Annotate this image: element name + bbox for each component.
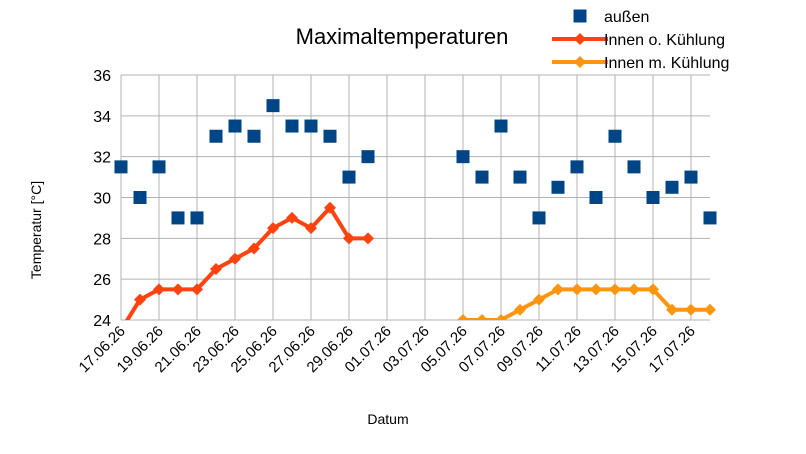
data-point bbox=[514, 303, 526, 316]
series-innen-o-kühlung bbox=[124, 201, 374, 320]
data-point bbox=[589, 191, 603, 204]
axes bbox=[120, 75, 710, 321]
data-point bbox=[476, 314, 488, 320]
legend: außen Innen o. Kühlung Innen m. Kühlung bbox=[552, 9, 729, 72]
data-point bbox=[228, 119, 242, 133]
data-point bbox=[342, 170, 356, 184]
data-point bbox=[210, 262, 222, 275]
data-point bbox=[627, 160, 641, 174]
data-point bbox=[570, 160, 584, 174]
data-point bbox=[285, 119, 299, 133]
data-point bbox=[475, 170, 489, 184]
data-point bbox=[152, 160, 166, 174]
data-point bbox=[684, 170, 698, 184]
x-axis-label: Datum bbox=[367, 411, 408, 427]
data-point bbox=[533, 293, 545, 306]
series-innen-m-kühlung bbox=[457, 283, 716, 320]
data-point bbox=[495, 314, 507, 320]
data-point bbox=[704, 303, 716, 316]
legend-marker bbox=[574, 33, 586, 45]
data-point bbox=[304, 119, 318, 133]
legend-marker bbox=[573, 9, 587, 23]
legend-label: Innen m. Kühlung bbox=[604, 55, 729, 72]
legend-label: Innen o. Kühlung bbox=[604, 32, 725, 49]
data-point bbox=[552, 283, 564, 296]
data-point bbox=[628, 283, 640, 296]
data-point bbox=[305, 222, 317, 235]
data-point bbox=[323, 129, 337, 143]
y-tick-labels: 24 26 28 30 32 34 36 bbox=[93, 68, 111, 330]
data-point bbox=[343, 232, 355, 245]
y-tick-label: 36 bbox=[93, 68, 111, 85]
series-außen bbox=[114, 99, 717, 225]
data-point bbox=[172, 283, 184, 296]
data-point bbox=[362, 232, 374, 245]
y-tick-label: 30 bbox=[93, 191, 111, 208]
data-point bbox=[190, 211, 204, 225]
data-point bbox=[608, 129, 622, 143]
legend-marker bbox=[574, 56, 586, 68]
y-tick-label: 24 bbox=[93, 313, 111, 330]
data-point bbox=[248, 242, 260, 255]
y-axis-label: Temperatur [°C] bbox=[28, 181, 44, 279]
data-point bbox=[666, 303, 678, 316]
data-point bbox=[134, 293, 146, 306]
y-tick-label: 34 bbox=[93, 109, 111, 126]
y-tick-label: 32 bbox=[93, 150, 111, 167]
data-point bbox=[456, 150, 470, 164]
data-point bbox=[685, 303, 697, 316]
data-point bbox=[153, 283, 165, 296]
data-point bbox=[571, 283, 583, 296]
data-point bbox=[551, 180, 565, 194]
data-point bbox=[133, 191, 147, 204]
data-point bbox=[191, 283, 203, 296]
data-point bbox=[229, 252, 241, 265]
data-point bbox=[266, 99, 280, 113]
data-point bbox=[171, 211, 185, 225]
y-tick-label: 26 bbox=[93, 272, 111, 289]
data-point bbox=[209, 129, 223, 143]
data-point bbox=[114, 160, 128, 174]
data-point bbox=[513, 170, 527, 184]
data-point bbox=[665, 180, 679, 194]
data-point bbox=[361, 150, 375, 164]
grid-lines bbox=[120, 74, 710, 321]
data-point bbox=[267, 222, 279, 235]
data-point bbox=[494, 119, 508, 133]
x-tick-labels: 17.06.2619.06.2621.06.2623.06.2625.06.26… bbox=[76, 323, 699, 376]
data-point bbox=[532, 211, 546, 225]
data-point bbox=[647, 283, 659, 296]
data-point bbox=[324, 201, 336, 214]
legend-label: außen bbox=[604, 9, 649, 26]
data-point bbox=[609, 283, 621, 296]
y-tick-label: 28 bbox=[93, 231, 111, 248]
data-point bbox=[703, 211, 717, 225]
data-point bbox=[590, 283, 602, 296]
series-line bbox=[124, 205, 368, 320]
data-point bbox=[646, 191, 660, 204]
data-point bbox=[247, 129, 261, 143]
data-point bbox=[286, 211, 298, 224]
chart-title: Maximaltemperaturen bbox=[296, 24, 509, 49]
data-series bbox=[114, 99, 717, 320]
data-point bbox=[457, 314, 469, 320]
